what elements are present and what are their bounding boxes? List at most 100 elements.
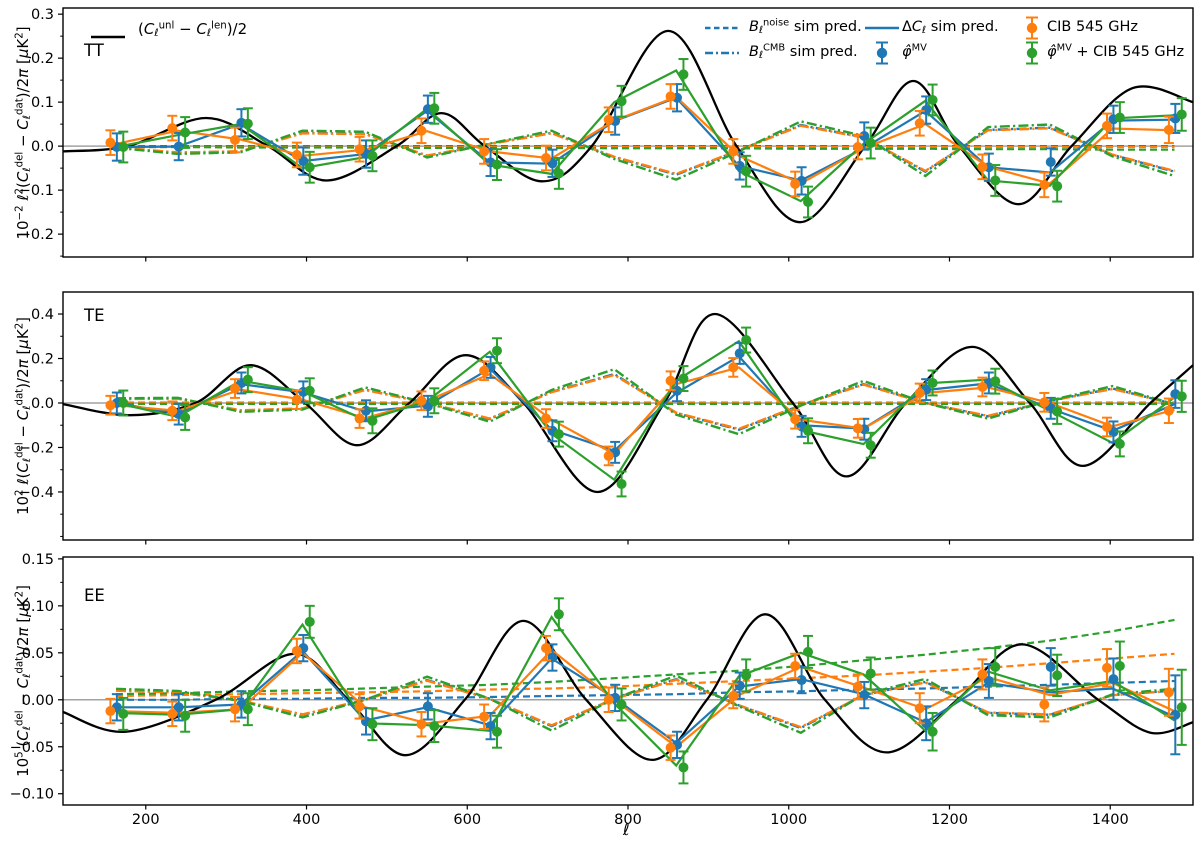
y-tick-label: 0.00 (22, 693, 54, 709)
data-point (180, 412, 191, 423)
data-point (180, 127, 191, 138)
tt-green-bnoise-dashed-line (116, 145, 1175, 151)
data-point (1052, 670, 1063, 681)
tt-orange-sim-pred-line (115, 95, 1175, 185)
data-point (242, 374, 253, 385)
y-tick-label: 0.15 (22, 552, 54, 568)
data-point (852, 681, 863, 692)
panel-label-ee: EE (84, 586, 105, 605)
data-point (796, 675, 807, 686)
x-tick-label: 400 (293, 812, 321, 828)
data-point (491, 345, 502, 356)
x-axis-label: ℓ (623, 820, 630, 839)
x-tick-label: 800 (614, 812, 642, 828)
ee-blue-data-points (111, 633, 1181, 760)
data-point (921, 718, 932, 729)
y-tick-label: 0.2 (31, 51, 54, 67)
data-point (1102, 120, 1113, 131)
x-tick-label: 600 (453, 812, 481, 828)
data-point (1045, 661, 1056, 672)
data-point (616, 478, 627, 489)
data-point (914, 387, 925, 398)
data-point (422, 701, 433, 712)
data-point (678, 762, 689, 773)
data-point (865, 668, 876, 679)
data-point (180, 710, 191, 721)
data-point (983, 676, 994, 686)
data-point (173, 702, 184, 713)
phi-cib-label: φ̂MV + CIB 545 GHz (1047, 42, 1185, 60)
data-point (429, 721, 440, 732)
panel-tt: −0.2 −0.1 0.0 0.1 0.2 0.3 (19, 7, 1194, 262)
data-point (291, 394, 302, 405)
tt-orange-data-points (105, 83, 1174, 199)
data-point (105, 400, 116, 411)
ee-green-bnoise-dashed-line (115, 618, 1175, 696)
panel-te: −0.4 −0.2 0.0 0.2 0.4 (19, 291, 1194, 545)
te-theory-curve (62, 312, 1194, 494)
data-point (491, 159, 502, 170)
te-axes-frame (62, 291, 1194, 541)
ee-blue-sim-pred-line (116, 649, 1175, 745)
x-tick-label: 1200 (931, 812, 968, 828)
data-point (603, 114, 614, 125)
bcmb-line-label: BℓCMB sim pred. (749, 42, 858, 61)
data-point (790, 414, 801, 425)
data-point (541, 643, 552, 654)
data-point (859, 690, 870, 701)
data-point (665, 91, 676, 102)
data-point (1176, 391, 1187, 402)
data-point (603, 450, 614, 461)
data-point (354, 701, 365, 712)
data-point (367, 719, 378, 730)
data-point (354, 144, 365, 155)
data-point (1176, 702, 1187, 713)
data-point (859, 131, 870, 142)
data-point (914, 118, 925, 129)
data-point (491, 726, 502, 737)
x-tick-label: 1400 (1092, 812, 1129, 828)
data-point (914, 703, 925, 714)
data-point (167, 708, 178, 719)
data-point (354, 413, 365, 424)
data-point (229, 134, 240, 145)
data-point (416, 395, 427, 406)
data-point (167, 123, 178, 134)
ee-green-data-points (118, 597, 1187, 785)
x-tick-label: 1000 (770, 812, 807, 828)
data-point (927, 94, 938, 105)
data-point (741, 166, 752, 177)
tt-green-bcmb-dashdot-line (115, 120, 1175, 181)
deltacl-line-label: ΔCℓ sim pred. (902, 19, 999, 36)
data-point (616, 699, 627, 710)
y-tick-label: −0.1 (19, 183, 54, 199)
data-point (367, 150, 378, 161)
data-point (803, 197, 814, 208)
data-point (741, 670, 752, 681)
y-tick-label: 0.0 (31, 396, 54, 412)
bnoise-line-label: Bℓnoise sim pred. (749, 17, 862, 36)
data-point (927, 377, 938, 388)
panel-label-te: TE (84, 306, 105, 325)
ee-axes-frame (62, 556, 1194, 806)
data-point (105, 137, 116, 148)
tt-theory-curve (62, 29, 1194, 224)
y-tick-label: 0.05 (22, 646, 54, 662)
data-point (852, 142, 863, 153)
data-point (678, 69, 689, 80)
data-point (118, 708, 129, 719)
y-tick-label: −0.2 (19, 440, 54, 456)
ee-orange-data-points (105, 634, 1174, 761)
data-point (553, 168, 564, 179)
data-point (1163, 124, 1174, 135)
data-point (105, 706, 116, 717)
data-point (229, 704, 240, 715)
tt-blue-data-points (111, 83, 1181, 196)
data-point (167, 405, 178, 416)
data-point (728, 691, 739, 702)
data-point (1108, 674, 1119, 685)
panel-label-tt: TT (84, 41, 104, 60)
data-point (304, 385, 315, 396)
data-point (479, 711, 490, 722)
